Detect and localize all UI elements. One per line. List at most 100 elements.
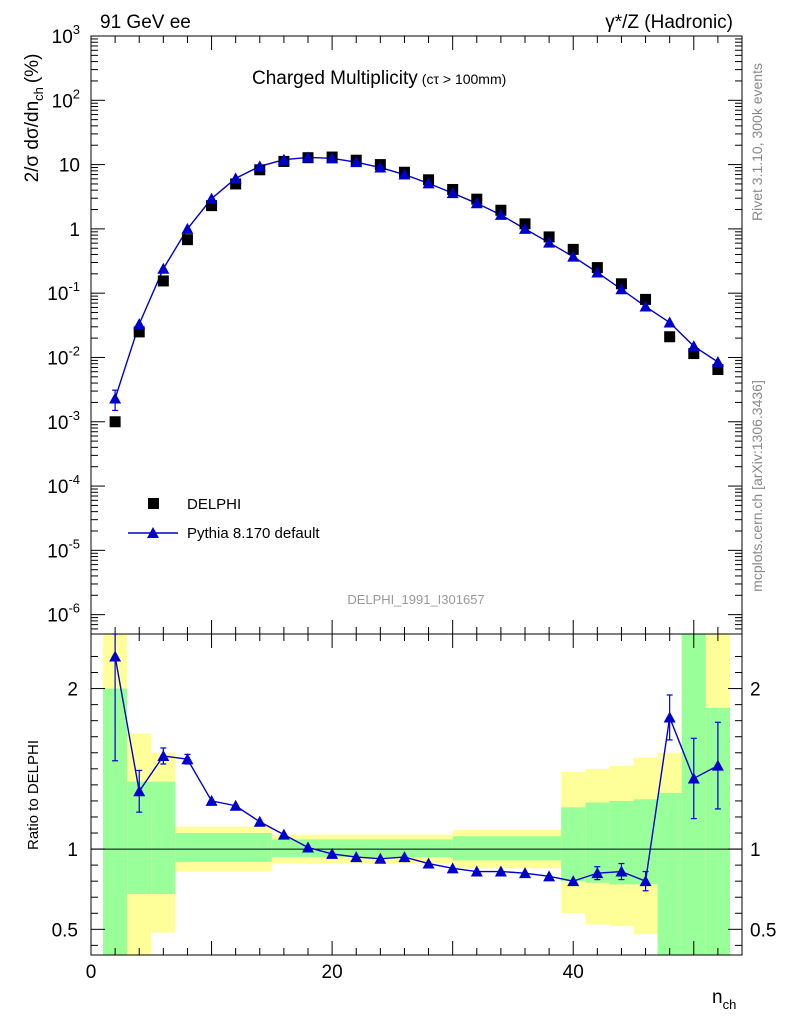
delphi-point (206, 200, 218, 212)
ratio-y-tick-label-left: 1 (67, 840, 78, 861)
ratio-point (591, 867, 604, 879)
delphi-point (109, 416, 121, 428)
pythia-point (422, 177, 435, 189)
y-tick-mantissa: 10 (52, 91, 73, 112)
y-axis-title-sub: ch (31, 87, 46, 101)
y-tick-exponent: -1 (68, 279, 80, 294)
y-tick-mantissa: 10 (59, 156, 80, 177)
ratio-point (446, 862, 459, 874)
pythia-point (470, 197, 483, 209)
delphi-point (133, 326, 145, 338)
delphi-point (712, 363, 724, 375)
ratio-y-tick-label-left: 2 (67, 680, 78, 701)
pythia-line (114, 156, 719, 399)
delphi-point (640, 293, 652, 305)
x-tick-label: 20 (322, 962, 343, 983)
y-tick-label: 10-2 (47, 343, 80, 369)
y-tick-label: 10-6 (47, 601, 80, 627)
ratio-y-tick-label-right: 2 (750, 680, 761, 701)
green-band-10 (657, 792, 682, 955)
y-tick-label: 10-5 (47, 536, 80, 562)
ratio-point (302, 841, 314, 853)
delphi-point (181, 234, 193, 246)
pythia-point (277, 153, 290, 165)
ratio-point (326, 847, 339, 859)
x-axis-title: nch (712, 987, 736, 1012)
pythia-point (326, 152, 339, 164)
process-label: γ*/Z (Hadronic) (605, 12, 733, 33)
ratio-point (253, 815, 266, 827)
green-band-6 (561, 807, 586, 882)
y-tick-label: 102 (52, 86, 80, 112)
pythia-point (494, 208, 507, 220)
ratio-point (350, 851, 363, 863)
y-tick-exponent: 2 (73, 86, 80, 101)
green-band-9 (633, 799, 658, 885)
ratio-axis-title: Ratio to DELPHI (25, 740, 42, 850)
pythia-point (109, 392, 122, 404)
y-tick-label: 10-1 (47, 279, 80, 305)
ratio-point (109, 650, 122, 662)
main-frame (90, 35, 743, 635)
y-axis-title-unit: (%) (22, 54, 43, 84)
y-tick-exponent: -3 (68, 408, 80, 423)
y-tick-mantissa: 10 (52, 27, 73, 48)
legend: DELPHI Pythia 8.170 default (128, 496, 320, 542)
ratio-point (422, 857, 435, 869)
y-tick-mantissa: 10 (47, 348, 68, 369)
y-tick-mantissa: 10 (47, 413, 68, 434)
y-tick-exponent: 3 (73, 22, 80, 37)
ratio-point (157, 749, 170, 761)
pythia-point (398, 168, 411, 180)
y-tick-exponent: -6 (68, 601, 80, 616)
ratio-point (398, 851, 411, 863)
y-tick-mantissa: 10 (47, 284, 68, 305)
ratio-point (374, 852, 387, 864)
ratio-point (494, 865, 507, 877)
ratio-panel: 0.5 0.51 12 20 20 40 Ratio to DELPHI nch (25, 633, 776, 1012)
y-tick-exponent: -2 (68, 343, 80, 358)
delphi-point (230, 178, 242, 190)
y-tick-label: 1 (69, 220, 80, 241)
x-tick-label: 40 (563, 962, 584, 983)
ratio-y-tick-label-right: 0.5 (750, 920, 776, 941)
energy-label: 91 GeV ee (100, 12, 191, 33)
ratio-point (663, 711, 676, 723)
ratio-point (687, 772, 700, 784)
ratio-bands (103, 634, 730, 955)
ratio-point (181, 753, 194, 765)
delphi-point (664, 331, 676, 343)
y-tick-label: 103 (52, 22, 80, 48)
y-tick-mantissa: 10 (47, 477, 68, 498)
legend-marker-delphi (148, 498, 159, 509)
legend-label-delphi: DELPHI (187, 496, 241, 513)
ratio-point (277, 828, 290, 840)
pythia-point (567, 250, 580, 262)
ratio-point (639, 875, 652, 887)
pythia-point (229, 172, 242, 184)
pythia-point (663, 316, 676, 328)
y-tick-label: 10-4 (47, 472, 80, 498)
chart-title: Charged Multiplicity (cτ > 100mm) (252, 68, 506, 89)
y-tick-label: 10-3 (47, 408, 80, 434)
ratio-point (567, 875, 580, 887)
y-tick-label: 10 (59, 156, 80, 177)
chart-title-suffix: (cτ > 100mm) (422, 71, 507, 87)
ratio-data (109, 633, 724, 892)
pythia-point (519, 222, 531, 234)
pythia-point (446, 187, 459, 199)
pythia-point (205, 192, 218, 204)
green-band-4 (271, 839, 453, 858)
pythia-point (591, 266, 604, 278)
mcplots-label: mcplots.cern.ch [arXiv:1306.3436] (749, 380, 765, 592)
ratio-point (229, 799, 242, 811)
green-band-2 (151, 781, 176, 895)
ratio-point (519, 867, 531, 879)
ratio-y-tick-label-left: 0.5 (52, 920, 78, 941)
main-data (109, 151, 724, 428)
ratio-point (205, 794, 218, 806)
pythia-point (133, 318, 146, 330)
